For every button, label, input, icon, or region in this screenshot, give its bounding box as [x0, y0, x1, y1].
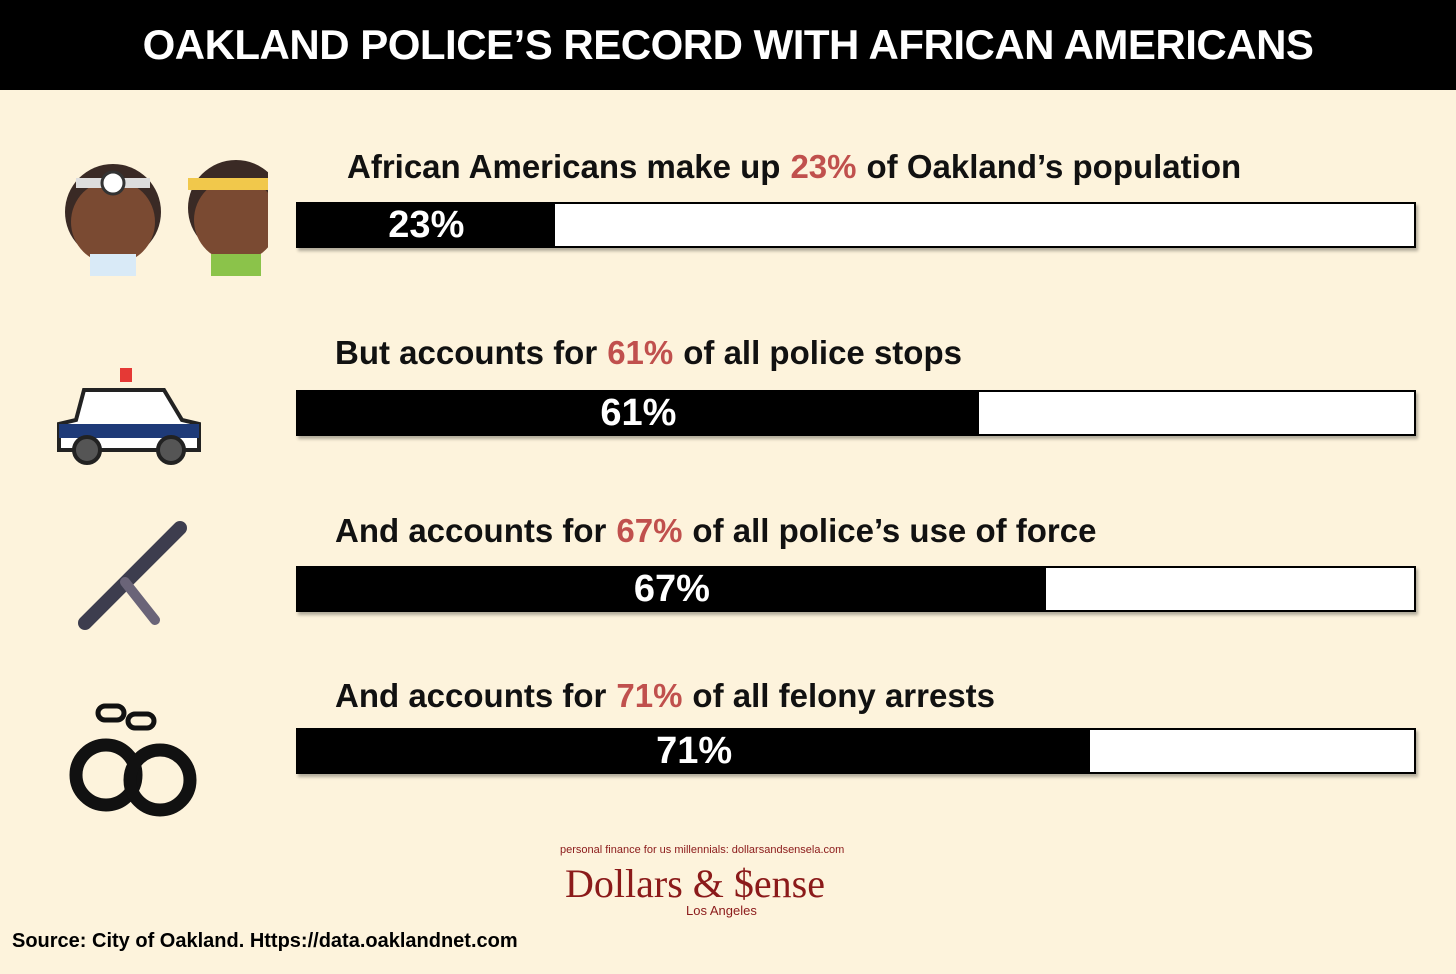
- caption: But accounts for 61% of all police stops: [335, 334, 962, 372]
- caption-text: And accounts for: [335, 512, 607, 549]
- highlight-value: 61%: [607, 334, 674, 371]
- caption-text: of Oakland’s population: [866, 148, 1242, 185]
- highlight-value: 67%: [616, 512, 683, 549]
- bar: [298, 730, 1091, 772]
- tagline: personal finance for us millennials: dol…: [560, 844, 845, 856]
- bar-track: 61%: [296, 390, 1416, 436]
- bar-value-label: 71%: [656, 729, 733, 772]
- police-car-icon: [57, 368, 201, 465]
- handcuffs-icon: [69, 703, 197, 817]
- bar-track: 23%: [296, 202, 1416, 248]
- highlight-value: 23%: [790, 148, 857, 185]
- baton-icon: [78, 521, 187, 630]
- bar-value-label: 67%: [633, 567, 710, 610]
- bar-track: 67%: [296, 566, 1416, 612]
- bar-value-label: 61%: [600, 391, 677, 434]
- source: Source: City of Oakland. Https://data.oa…: [12, 930, 518, 952]
- bar: [298, 568, 1046, 610]
- title: OAKLAND POLICE’S RECORD WITH AFRICAN AME…: [0, 0, 1456, 90]
- caption-text: And accounts for: [335, 677, 607, 714]
- highlight-value: 71%: [616, 677, 683, 714]
- caption-text: of all police’s use of force: [692, 512, 1097, 549]
- caption-text: of all felony arrests: [692, 677, 996, 714]
- city: Los Angeles: [686, 903, 757, 918]
- bar-track: 71%: [296, 728, 1416, 774]
- bar-value-label: 23%: [388, 203, 465, 246]
- bar: [298, 392, 979, 434]
- caption: And accounts for 67% of all police’s use o…: [335, 512, 1096, 550]
- caption-text: of all police stops: [683, 334, 962, 371]
- caption: African Americans make up 23% of Oakland’s…: [347, 148, 1241, 186]
- brand: Dollars & $ense: [565, 861, 825, 906]
- caption-text: African Americans make up: [347, 148, 781, 185]
- people-icon: [65, 160, 268, 276]
- caption: And accounts for 71% of all felony arrests: [335, 677, 995, 715]
- caption-text: But accounts for: [335, 334, 598, 371]
- bar: [298, 204, 555, 246]
